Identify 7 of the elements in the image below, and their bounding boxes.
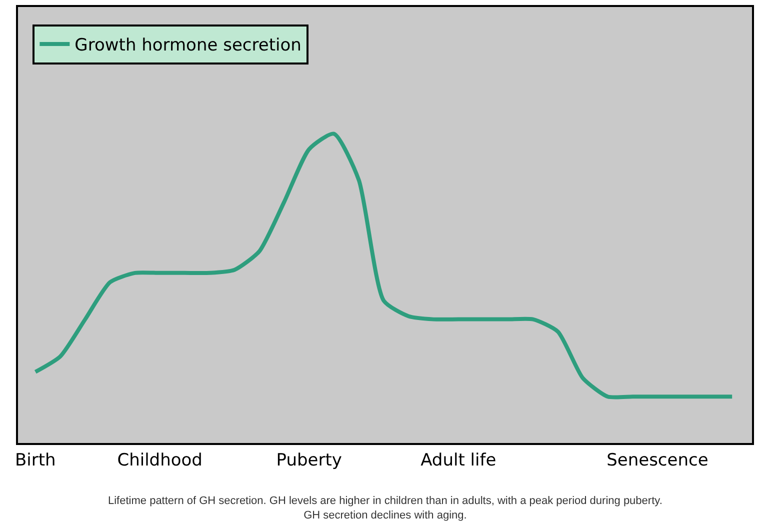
legend-label: Growth hormone secretion [74, 36, 302, 56]
text: Lifetime pattern of GH secretion. GH levels are higher in children than in adults, with a peak period during puberty. GH secretion declines with aging. [108, 495, 662, 522]
x-tick-label: Adult life [420, 450, 496, 470]
x-tick-label: Puberty [276, 450, 342, 470]
x-tick-label: Childhood [117, 450, 202, 470]
x-tick-label: Birth [15, 450, 56, 470]
x-tick-label: Senescence [606, 450, 708, 470]
